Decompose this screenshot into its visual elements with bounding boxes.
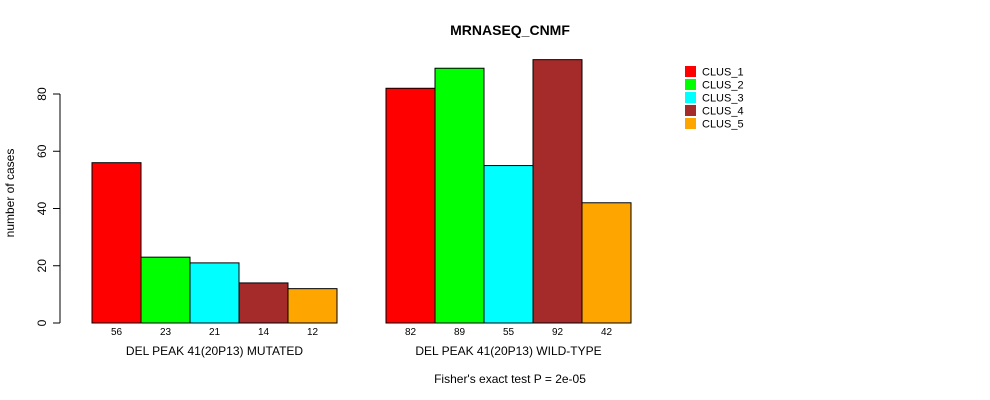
y-tick-label: 60 <box>35 144 49 158</box>
legend-swatch <box>685 92 696 103</box>
group-labels: DEL PEAK 41(20P13) MUTATED DEL PEAK 41(20… <box>126 344 602 358</box>
bar-value-label: 92 <box>552 327 564 338</box>
bars <box>91 59 632 324</box>
legend-label: CLUS_4 <box>702 106 744 118</box>
fisher-test-footnote: Fisher's exact test P = 2e-05 <box>434 372 586 386</box>
legend-label: CLUS_2 <box>702 80 744 92</box>
bar-clus-1-group-2 <box>385 87 436 324</box>
y-tick-label: 20 <box>35 259 49 273</box>
legend-swatch <box>685 79 696 90</box>
value-labels: 56 23 21 14 12 82 89 55 92 42 <box>111 327 613 338</box>
bar-clus-1-group-1 <box>91 162 142 324</box>
group-label: DEL PEAK 41(20P13) WILD-TYPE <box>415 344 601 358</box>
bar-value-label: 82 <box>405 327 417 338</box>
y-tick-label: 0 <box>35 319 49 326</box>
bar-clus-4-group-1 <box>238 282 289 324</box>
chart-title: MRNASEQ_CNMF <box>450 22 570 38</box>
bar-value-label: 42 <box>601 327 613 338</box>
bar-clus-3-group-1 <box>189 262 240 324</box>
bar-clus-4-group-2 <box>532 59 583 324</box>
group-label: DEL PEAK 41(20P13) MUTATED <box>126 344 304 358</box>
bar-value-label: 89 <box>454 327 466 338</box>
bar-clus-2-group-2 <box>434 67 485 324</box>
legend-swatch <box>685 105 696 116</box>
bar-value-label: 23 <box>160 327 172 338</box>
bar-value-label: 56 <box>111 327 123 338</box>
y-tick-label: 80 <box>35 87 49 101</box>
bar-value-label: 55 <box>503 327 515 338</box>
y-axis-label: number of cases <box>3 149 17 238</box>
legend-swatch <box>685 118 696 129</box>
legend-label: CLUS_1 <box>702 67 744 79</box>
legend-label: CLUS_5 <box>702 119 744 131</box>
bar-clus-5-group-1 <box>287 288 338 324</box>
y-tick-label: 40 <box>35 202 49 216</box>
bar-value-label: 21 <box>209 327 221 338</box>
bar-value-label: 14 <box>258 327 270 338</box>
bar-clus-3-group-2 <box>483 165 534 324</box>
legend-swatch <box>685 66 696 77</box>
bar-value-label: 12 <box>307 327 319 338</box>
y-axis: 0 20 40 60 80 <box>35 87 61 326</box>
legend-label: CLUS_3 <box>702 93 744 105</box>
bar-clus-5-group-2 <box>581 202 632 324</box>
bar-clus-2-group-1 <box>140 256 191 324</box>
